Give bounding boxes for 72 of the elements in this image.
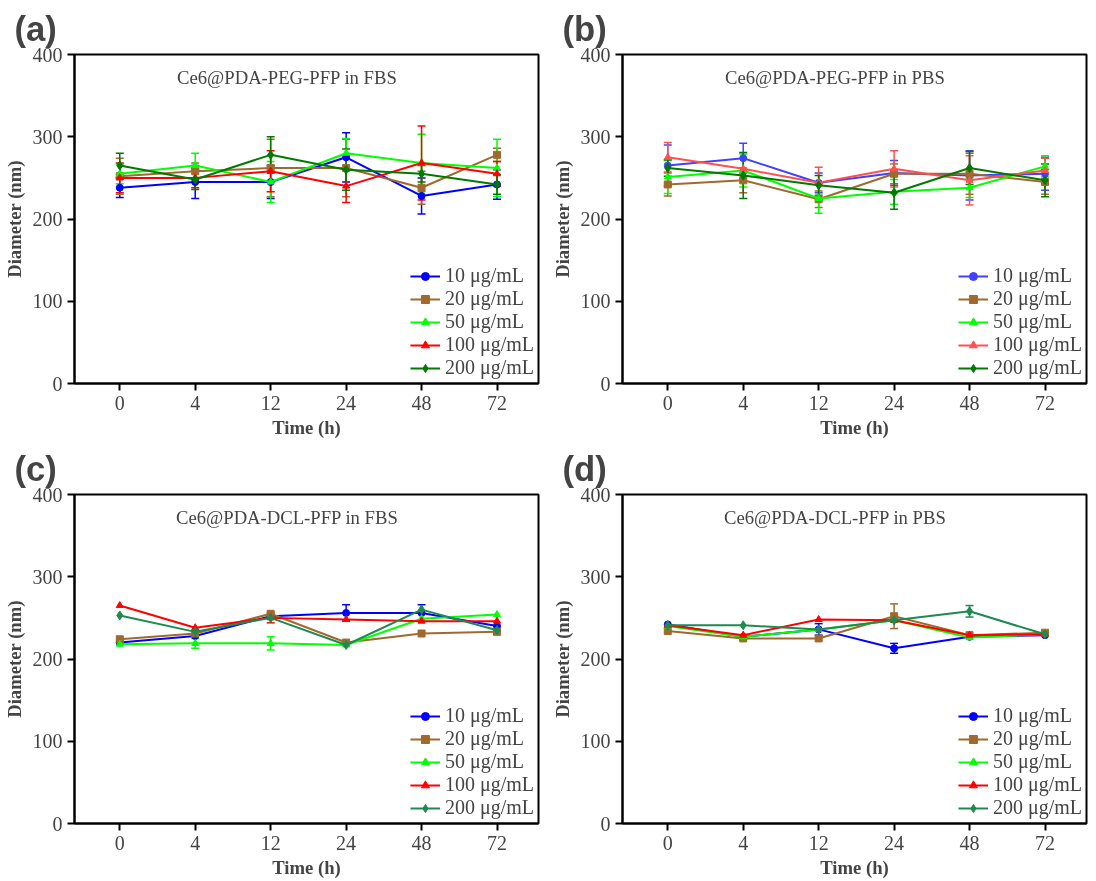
legend-label: 100 μg/mL [444, 333, 534, 356]
legend-label: 20 μg/mL [444, 727, 524, 750]
x-tick-label: 12 [808, 831, 829, 854]
x-tick-label: 24 [884, 831, 905, 854]
x-tick-label: 4 [190, 831, 201, 854]
x-axis-title: Time (h) [820, 856, 889, 879]
legend-label: 200 μg/mL [992, 356, 1082, 379]
text: Ce6@PDA-PEG-PFP in FBS [177, 67, 397, 89]
x-axis-title: Time (h) [820, 416, 889, 439]
x-tick-label: 24 [336, 391, 357, 414]
y-tick-label: 200 [580, 208, 611, 230]
y-tick-label: 100 [32, 290, 63, 313]
text: Ce6@PDA-DCL-PFP in PBS [724, 507, 946, 529]
legend-label: 200 μg/mL [444, 796, 534, 819]
legend-label: 50 μg/mL [992, 310, 1072, 333]
x-tick-label: 0 [662, 391, 673, 414]
x-tick-label: 48 [959, 391, 980, 414]
x-tick-label: 4 [738, 391, 749, 414]
y-tick-label: 0 [52, 372, 63, 395]
x-tick-label: 12 [260, 391, 281, 414]
x-tick-label: 0 [114, 391, 125, 414]
x-tick-label: 48 [411, 391, 432, 414]
legend-label: 50 μg/mL [444, 310, 524, 333]
legend-label: 50 μg/mL [444, 750, 524, 773]
text: Ce6@PDA-DCL-PFP in FBS [176, 507, 398, 529]
x-tick-label: 12 [808, 391, 829, 414]
y-tick-label: 0 [600, 812, 611, 835]
legend-label: 200 μg/mL [444, 356, 534, 379]
y-tick-label: 0 [52, 812, 63, 835]
x-tick-label: 48 [959, 831, 980, 854]
y-tick-label: 0 [600, 372, 611, 395]
y-tick-label: 100 [580, 730, 611, 753]
text: Ce6@PDA-PEG-PFP in PBS [725, 67, 945, 89]
y-tick-label: 100 [32, 730, 63, 753]
y-tick-label: 300 [580, 565, 611, 588]
x-axis-title: Time (h) [272, 856, 341, 879]
x-tick-label: 72 [1035, 831, 1055, 854]
y-tick-label: 300 [32, 125, 63, 148]
y-tick-label: 200 [32, 648, 63, 670]
legend-label: 10 μg/mL [444, 704, 524, 727]
x-tick-label: 24 [884, 391, 905, 414]
y-axis-title: Diameter (nm) [3, 600, 26, 718]
legend-label: 20 μg/mL [992, 287, 1072, 310]
x-tick-label: 0 [662, 831, 673, 854]
y-tick-label: 200 [580, 648, 611, 670]
legend-label: 100 μg/mL [444, 773, 534, 796]
x-tick-label: 4 [738, 831, 749, 854]
y-tick-label: 200 [32, 208, 63, 230]
y-tick-label: 300 [580, 125, 611, 148]
x-tick-label: 4 [190, 391, 201, 414]
y-axis-title: Diameter (nm) [3, 160, 26, 278]
x-tick-label: 48 [411, 831, 432, 854]
legend-label: 10 μg/mL [992, 264, 1072, 287]
legend-label: 100 μg/mL [992, 333, 1082, 356]
legend-label: 200 μg/mL [992, 796, 1082, 819]
y-axis-title: Diameter (nm) [551, 600, 574, 718]
legend-label: 20 μg/mL [992, 727, 1072, 750]
x-tick-label: 12 [260, 831, 281, 854]
x-tick-label: 72 [1035, 391, 1055, 414]
legend-label: 50 μg/mL [992, 750, 1072, 773]
x-axis-title: Time (h) [272, 416, 341, 439]
y-axis-title: Diameter (nm) [551, 160, 574, 278]
legend-label: 10 μg/mL [992, 704, 1072, 727]
x-tick-label: 24 [336, 831, 357, 854]
legend-label: 20 μg/mL [444, 287, 524, 310]
y-tick-label: 300 [32, 565, 63, 588]
x-tick-label: 72 [487, 831, 507, 854]
legend-label: 100 μg/mL [992, 773, 1082, 796]
x-tick-label: 0 [114, 831, 125, 854]
legend-label: 10 μg/mL [444, 264, 524, 287]
y-tick-label: 100 [580, 290, 611, 313]
x-tick-label: 72 [487, 391, 507, 414]
